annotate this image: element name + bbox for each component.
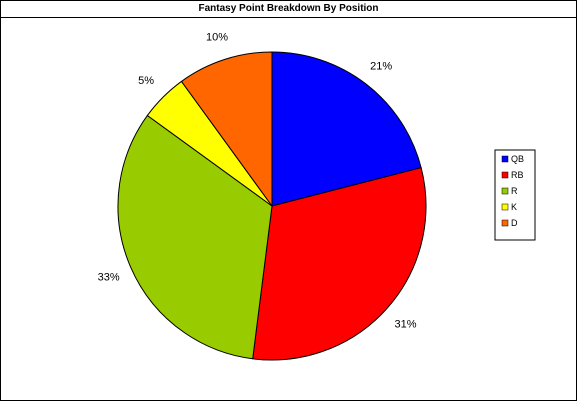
pie-slice-rb <box>252 167 427 361</box>
legend-swatch-qb <box>501 155 509 163</box>
data-label-r: 33% <box>98 272 120 284</box>
legend-label-qb: QB <box>511 154 524 164</box>
chart-title: Fantasy Point Breakdown By Position <box>1 1 576 18</box>
data-label-d: 10% <box>206 32 228 44</box>
data-label-rb: 31% <box>395 319 417 331</box>
data-label-k: 5% <box>138 75 154 87</box>
legend: QB RB RKD <box>494 149 536 241</box>
legend-label-rb: RB <box>511 170 524 180</box>
legend-swatch-rb <box>501 171 509 179</box>
pie-slice-d <box>180 51 273 208</box>
legend-swatch-r <box>501 187 509 195</box>
legend-box <box>494 149 536 241</box>
pie-slice-r <box>117 114 273 360</box>
pie-slice-qb <box>271 51 422 207</box>
legend-swatch-d <box>501 219 509 227</box>
data-label-qb: 21% <box>370 60 392 72</box>
legend-label-d: D <box>511 218 518 228</box>
legend-label-k: K <box>511 202 517 212</box>
legend-label-r: R <box>511 186 518 196</box>
legend-swatch-k <box>501 203 509 211</box>
